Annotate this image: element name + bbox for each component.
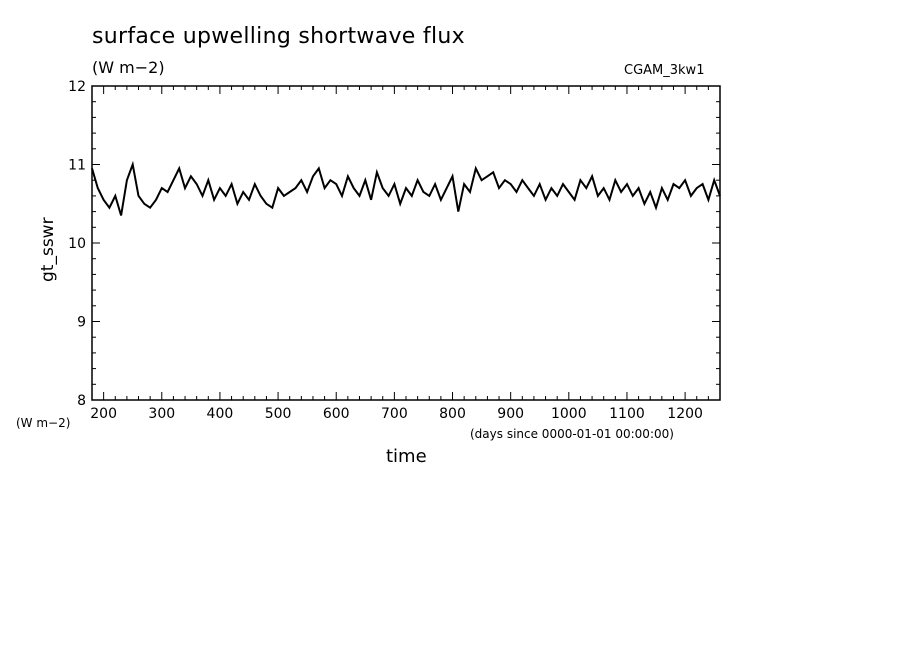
x-tick-label: 400 — [207, 406, 234, 422]
tick-labels: 200 300 400 500 600 700 800 900 1000 1100 1200 8 9 10… — [68, 79, 703, 422]
x-tick-label: 800 — [439, 406, 466, 422]
x-tick-label: 500 — [265, 406, 292, 422]
y-tick-label: 11 — [68, 158, 86, 174]
x-tick-label: 700 — [381, 406, 408, 422]
x-tick-label: 1000 — [551, 406, 587, 422]
y-tick-label: 8 — [77, 393, 86, 409]
chart-units: (W m−2) — [92, 58, 165, 77]
x-tick-label: 900 — [497, 406, 524, 422]
x-axis-units: (days since 0000-01-01 00:00:00) — [470, 427, 674, 441]
x-tick-label: 200 — [90, 406, 117, 422]
x-tick-label: 1200 — [667, 406, 703, 422]
chart-title: surface upwelling shortwave flux — [92, 24, 465, 49]
y-tick-label: 10 — [68, 236, 86, 252]
y-axis-units: (W m−2) — [16, 416, 71, 430]
plot-frame — [91, 85, 721, 401]
y-tick-label: 9 — [77, 315, 86, 331]
y-tick-label: 12 — [68, 79, 86, 95]
x-tick-label: 600 — [323, 406, 350, 422]
run-label: CGAM_3kw1 — [624, 63, 705, 78]
x-axis-label: time — [386, 446, 427, 467]
axis-ticks — [91, 85, 721, 401]
x-tick-label: 300 — [148, 406, 175, 422]
series-line — [91, 160, 721, 216]
x-tick-label: 1100 — [609, 406, 645, 422]
